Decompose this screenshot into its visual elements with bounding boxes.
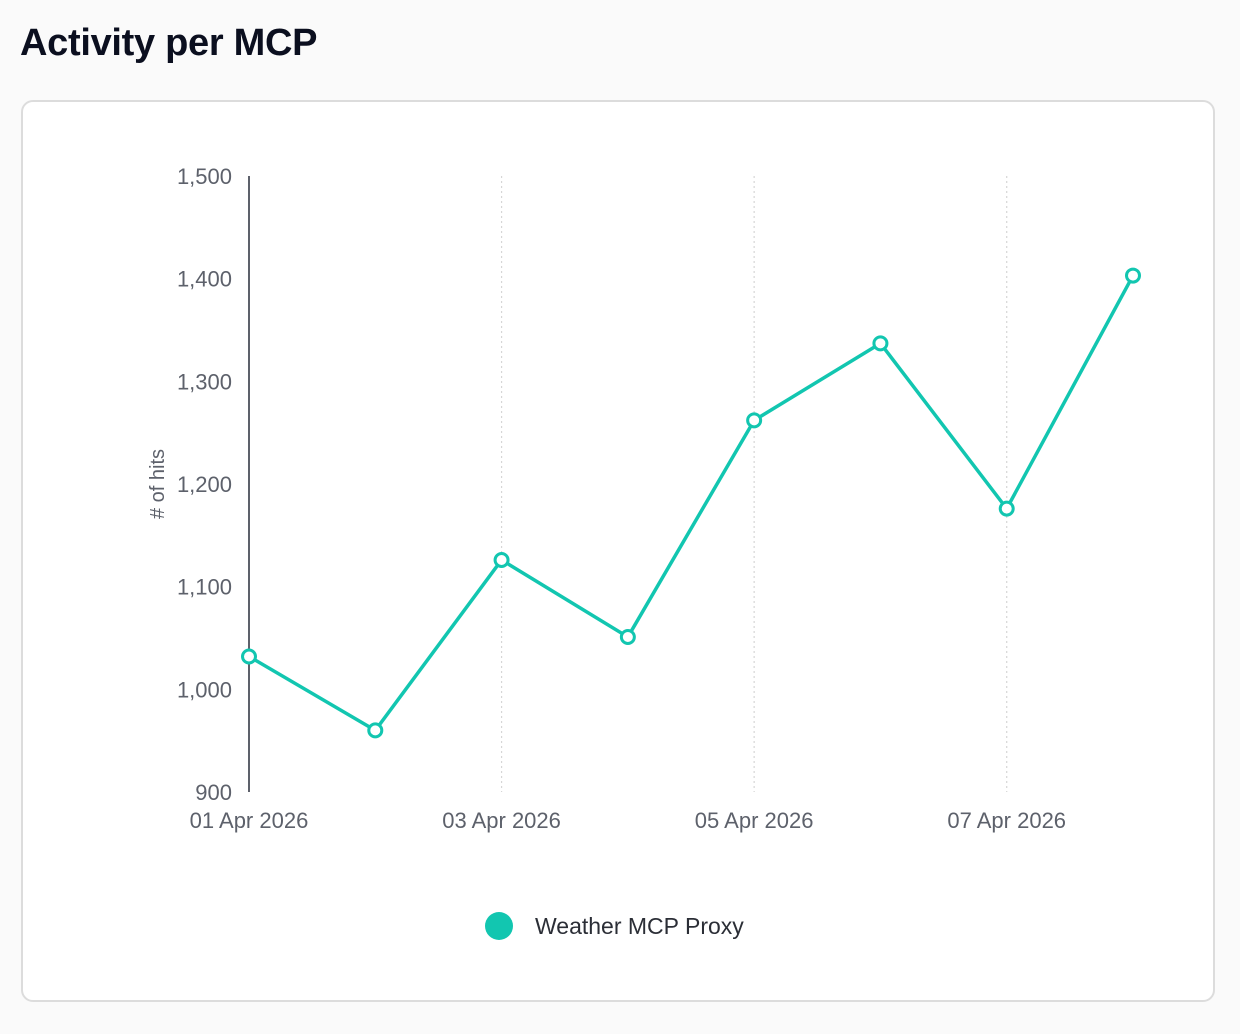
data-point[interactable]	[1125, 267, 1141, 284]
y-tick-label: 1,500	[177, 164, 232, 189]
x-tick-label: 01 Apr 2026	[190, 808, 309, 833]
data-point[interactable]	[872, 335, 889, 352]
y-tick-label: 900	[195, 780, 232, 805]
tick-labels: 900 1,000 1,100 1,200 1,300 1,400 1,500 01 Apr …	[177, 164, 1066, 833]
y-tick-label: 1,000	[177, 677, 232, 702]
data-point[interactable]	[367, 722, 384, 739]
data-point[interactable]	[241, 648, 257, 665]
legend[interactable]: Weather MCP Proxy	[485, 912, 744, 940]
data-point[interactable]	[998, 500, 1015, 517]
y-tick-label: 1,300	[177, 369, 232, 394]
data-point[interactable]	[746, 412, 763, 429]
data-point[interactable]	[619, 628, 636, 645]
series-line-weather-mcp-proxy	[248, 274, 1135, 733]
chart-card	[21, 100, 1215, 1002]
x-tick-label: 05 Apr 2026	[695, 808, 814, 833]
y-tick-label: 1,400	[177, 267, 232, 292]
legend-label-weather-mcp-proxy: Weather MCP Proxy	[535, 912, 744, 939]
y-axis-title: # of hits	[147, 449, 169, 519]
grid-lines	[500, 176, 1008, 792]
data-point[interactable]	[493, 551, 510, 568]
legend-swatch-weather-mcp-proxy	[485, 912, 513, 940]
x-tick-label: 07 Apr 2026	[947, 808, 1066, 833]
series-layer	[241, 267, 1141, 739]
y-tick-label: 1,100	[177, 575, 232, 600]
y-tick-label: 1,200	[177, 472, 232, 497]
x-tick-label: 03 Apr 2026	[442, 808, 561, 833]
page-title: Activity per MCP	[20, 22, 318, 64]
